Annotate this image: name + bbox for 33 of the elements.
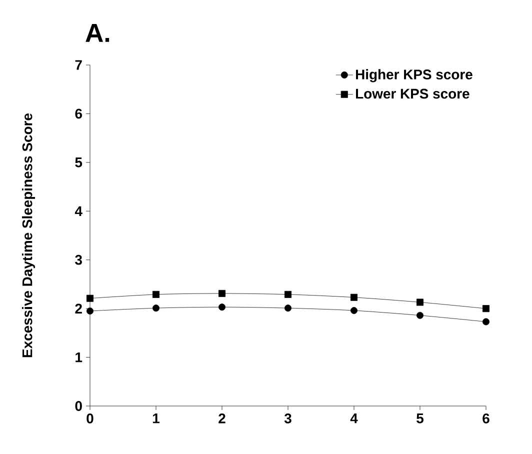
point [284, 290, 292, 298]
y-tick-label: 0 [75, 401, 82, 411]
legend-label: Lower KPS score [356, 88, 470, 99]
y-tick-label: 7 [75, 60, 82, 70]
y-tick-label: 4 [74, 206, 82, 216]
point [218, 290, 226, 297]
x-tick-label: 0 [86, 414, 94, 424]
y-axis-title: Excessive Daytime Sleepiness Score [22, 114, 35, 358]
x-tick-label: 2 [218, 414, 226, 424]
point [86, 294, 94, 302]
point [152, 304, 160, 312]
point [482, 318, 490, 326]
y-tick-label: 6 [75, 108, 82, 119]
point [218, 304, 226, 311]
x-tick-label: 3 [284, 414, 292, 424]
point [152, 290, 160, 298]
y-tick-label: 1 [76, 352, 82, 362]
point [416, 312, 424, 319]
point [350, 294, 358, 301]
x-tick-label: 4 [350, 414, 358, 424]
point [284, 304, 292, 312]
x-tick-label: 5 [416, 414, 424, 424]
x-tick-label: 6 [482, 414, 490, 424]
chart-title: A. [86, 24, 110, 42]
x-tick-label: 1 [152, 414, 160, 424]
point [86, 308, 94, 315]
point [416, 298, 424, 306]
legend-label: Higher KPS score [356, 69, 472, 82]
point [482, 305, 490, 312]
y-tick-label: 5 [75, 158, 82, 168]
y-tick-label: 3 [75, 254, 82, 265]
y-tick-label: 2 [75, 304, 82, 314]
point [350, 307, 358, 314]
